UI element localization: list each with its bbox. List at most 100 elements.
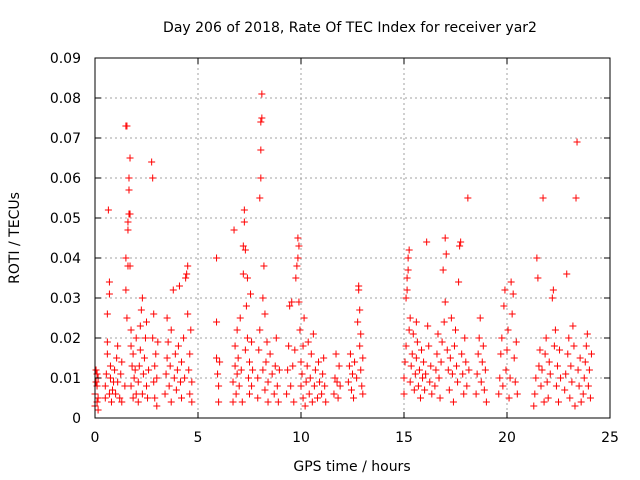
data-point: [171, 350, 179, 358]
data-point: [256, 326, 264, 334]
x-tick-label: 15: [395, 430, 413, 446]
data-point: [408, 350, 416, 358]
data-point: [213, 254, 221, 262]
data-point: [248, 382, 256, 390]
data-point: [185, 366, 193, 374]
data-point: [166, 362, 174, 370]
data-point: [114, 342, 122, 350]
data-point: [257, 146, 265, 154]
data-point: [231, 342, 239, 350]
data-point: [412, 354, 420, 362]
data-point: [575, 382, 583, 390]
data-point: [165, 382, 173, 390]
data-point: [106, 362, 114, 370]
data-point: [445, 386, 453, 394]
data-point: [127, 342, 135, 350]
data-point: [121, 382, 129, 390]
data-point: [511, 378, 519, 386]
data-point: [138, 294, 146, 302]
data-point: [473, 370, 481, 378]
data-point: [296, 326, 304, 334]
data-point: [129, 350, 137, 358]
data-point: [406, 314, 414, 322]
data-point: [542, 334, 550, 342]
data-point: [170, 374, 178, 382]
data-point: [545, 358, 553, 366]
data-point: [268, 370, 276, 378]
data-point: [580, 374, 588, 382]
chart-title: Day 206 of 2018, Rate Of TEC Index for r…: [163, 20, 537, 36]
data-point: [475, 334, 483, 342]
data-point: [356, 306, 364, 314]
data-point: [465, 366, 473, 374]
data-point: [258, 90, 266, 98]
data-point: [261, 310, 269, 318]
data-point: [498, 334, 506, 342]
data-point: [105, 278, 113, 286]
data-point: [118, 398, 126, 406]
data-point: [512, 338, 520, 346]
data-point: [293, 262, 301, 270]
data-point: [105, 390, 113, 398]
data-point: [240, 206, 248, 214]
data-point: [480, 386, 488, 394]
data-point: [412, 318, 420, 326]
data-point: [244, 374, 252, 382]
data-point: [215, 398, 223, 406]
data-point: [565, 334, 573, 342]
data-point: [415, 366, 423, 374]
data-point: [103, 350, 111, 358]
data-point: [555, 398, 562, 406]
data-point: [356, 342, 364, 350]
data-point: [357, 330, 365, 338]
data-point: [272, 334, 280, 342]
data-point: [229, 378, 237, 386]
data-point: [113, 354, 121, 362]
data-point: [138, 390, 146, 398]
data-point: [579, 390, 587, 398]
data-point: [134, 398, 142, 406]
data-point: [553, 362, 561, 370]
data-point: [102, 370, 110, 378]
data-point: [495, 390, 503, 398]
data-point: [130, 374, 138, 382]
data-point: [410, 386, 418, 394]
y-tick-label: 0.05: [50, 211, 81, 227]
data-point: [136, 346, 144, 354]
data-point: [111, 366, 119, 374]
data-point: [249, 366, 257, 374]
data-point: [439, 266, 447, 274]
data-point: [273, 382, 281, 390]
data-point: [444, 366, 452, 374]
data-point: [183, 270, 191, 278]
data-point: [243, 274, 251, 282]
data-point: [358, 382, 366, 390]
data-point: [174, 342, 182, 350]
data-point: [118, 358, 126, 366]
data-point: [537, 382, 545, 390]
data-point: [107, 398, 115, 406]
x-tick-labels: 0 5 10 15 20 25: [91, 430, 619, 446]
data-point: [460, 390, 468, 398]
data-point: [548, 294, 556, 302]
data-point: [188, 378, 196, 386]
data-point: [104, 206, 112, 214]
data-point: [309, 330, 317, 338]
data-point: [298, 370, 306, 378]
data-point: [233, 326, 241, 334]
data-point: [297, 382, 305, 390]
data-point: [416, 394, 424, 402]
data-point: [270, 390, 278, 398]
data-point: [359, 354, 367, 362]
data-point: [569, 322, 577, 330]
data-point: [566, 394, 574, 402]
data-point: [321, 382, 329, 390]
data-point: [143, 318, 150, 326]
data-point: [152, 350, 160, 358]
data-point: [294, 234, 302, 242]
data-point: [257, 118, 265, 126]
data-point: [404, 254, 412, 262]
data-point: [320, 354, 328, 362]
y-tick-label: 0.07: [50, 131, 81, 147]
data-point: [150, 310, 158, 318]
